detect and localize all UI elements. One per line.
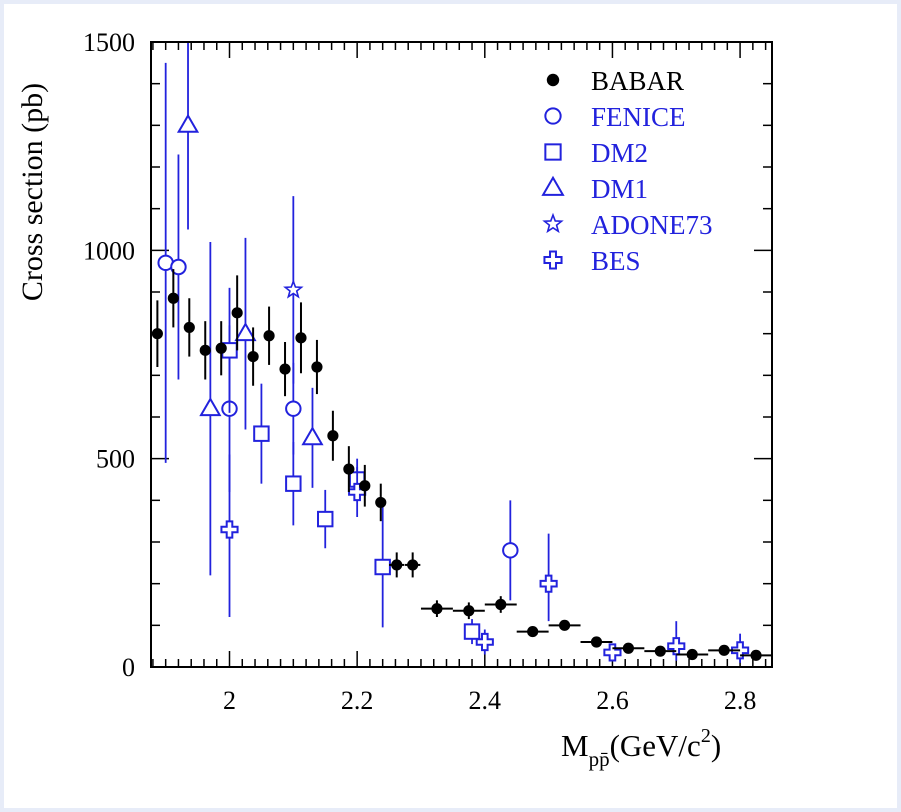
open-cross-marker bbox=[220, 520, 239, 539]
filled-circle-marker bbox=[359, 480, 371, 492]
axis-ticks bbox=[151, 41, 772, 668]
filled-circle-marker bbox=[590, 636, 603, 648]
legend-item: BES bbox=[543, 246, 641, 276]
legend-label: BABAR bbox=[591, 66, 684, 96]
open-circle-marker bbox=[285, 400, 302, 417]
y-tick-label: 1500 bbox=[83, 28, 135, 57]
cross-section-chart: 2 2.2 2.4 2.6 2.8 0 500 1000 1500 BABAR FENICE DM… bbox=[16, 28, 773, 771]
legend: BABAR FENICE DM2 DM1 ADONE73 BES bbox=[541, 66, 713, 276]
open-square-marker bbox=[463, 623, 481, 640]
filled-circle-marker bbox=[750, 649, 762, 661]
x-tick-label: 2.4 bbox=[469, 686, 502, 715]
legend-item: ADONE73 bbox=[542, 210, 713, 240]
open-circle-marker bbox=[544, 107, 562, 125]
open-square-marker bbox=[253, 425, 270, 442]
filled-circle-marker bbox=[263, 330, 275, 342]
series-dm2 bbox=[221, 287, 481, 645]
y-tick-label: 500 bbox=[96, 445, 135, 474]
open-triangle-marker bbox=[176, 113, 200, 133]
filled-circle-marker bbox=[295, 332, 307, 344]
data-points bbox=[151, 42, 772, 663]
open-square-marker bbox=[544, 143, 562, 161]
open-circle-marker bbox=[170, 258, 187, 276]
open-cross-marker bbox=[475, 632, 494, 652]
filled-circle-marker bbox=[391, 559, 403, 571]
open-cross-marker bbox=[539, 574, 558, 593]
filled-circle-marker bbox=[622, 642, 634, 654]
filled-circle-marker bbox=[527, 626, 539, 638]
filled-circle-marker bbox=[151, 328, 163, 340]
open-triangle-marker bbox=[199, 396, 222, 417]
legend-label: DM1 bbox=[591, 174, 648, 204]
series-dm1 bbox=[176, 42, 324, 576]
x-axis-label: Mpp̄(GeV/c2) bbox=[561, 725, 721, 771]
filled-circle-marker bbox=[199, 344, 211, 356]
legend-label: DM2 bbox=[591, 138, 648, 168]
open-circle-marker bbox=[502, 542, 519, 559]
filled-circle-marker bbox=[718, 644, 730, 656]
open-cross-marker bbox=[603, 643, 622, 662]
filled-circle-marker bbox=[167, 292, 179, 304]
x-tick-labels: 2 2.2 2.4 2.6 2.8 bbox=[223, 686, 756, 715]
filled-circle-marker bbox=[546, 73, 560, 87]
y-tick-label: 1000 bbox=[83, 236, 135, 265]
plot-frame bbox=[150, 41, 773, 668]
filled-circle-marker bbox=[327, 430, 339, 442]
filled-circle-marker bbox=[311, 361, 323, 373]
legend-label: ADONE73 bbox=[591, 210, 713, 240]
legend-item: FENICE bbox=[544, 102, 686, 132]
filled-circle-marker bbox=[343, 463, 355, 475]
figure-panel: 2 2.2 2.4 2.6 2.8 0 500 1000 1500 BABAR FENICE DM… bbox=[4, 4, 897, 808]
series-babar bbox=[151, 269, 772, 661]
y-axis-label: Cross section (pb) bbox=[16, 83, 49, 301]
x-tick-label: 2.6 bbox=[596, 686, 629, 715]
series-fenice bbox=[157, 62, 519, 601]
x-tick-label: 2 bbox=[223, 686, 236, 715]
legend-label: BES bbox=[591, 246, 641, 276]
legend-label: FENICE bbox=[591, 102, 686, 132]
open-triangle-marker bbox=[301, 426, 324, 446]
filled-circle-marker bbox=[407, 559, 419, 571]
filled-circle-marker bbox=[558, 619, 571, 631]
open-triangle-marker bbox=[541, 175, 565, 196]
filled-circle-marker bbox=[686, 648, 698, 661]
filled-circle-marker bbox=[654, 645, 666, 657]
filled-circle-marker bbox=[375, 496, 387, 508]
legend-item: DM1 bbox=[541, 174, 648, 204]
open-star-marker bbox=[542, 212, 564, 234]
filled-circle-marker bbox=[215, 342, 227, 354]
open-cross-marker bbox=[543, 250, 563, 270]
filled-circle-marker bbox=[431, 603, 443, 615]
filled-circle-marker bbox=[231, 307, 243, 319]
filled-circle-marker bbox=[495, 598, 507, 611]
filled-circle-marker bbox=[247, 351, 259, 363]
y-tick-labels: 0 500 1000 1500 bbox=[83, 28, 135, 682]
y-tick-label: 0 bbox=[122, 653, 135, 682]
x-tick-label: 2.8 bbox=[724, 686, 757, 715]
x-tick-label: 2.2 bbox=[341, 686, 374, 715]
filled-circle-marker bbox=[463, 605, 475, 617]
legend-item: BABAR bbox=[546, 66, 684, 96]
open-square-marker bbox=[285, 475, 302, 492]
open-square-marker bbox=[374, 558, 391, 576]
filled-circle-marker bbox=[279, 363, 291, 375]
filled-circle-marker bbox=[183, 321, 195, 333]
open-star-marker bbox=[283, 279, 304, 299]
legend-item: DM2 bbox=[544, 138, 648, 168]
series-adone73 bbox=[283, 196, 304, 384]
open-square-marker bbox=[317, 510, 334, 528]
open-triangle-marker bbox=[234, 321, 257, 342]
